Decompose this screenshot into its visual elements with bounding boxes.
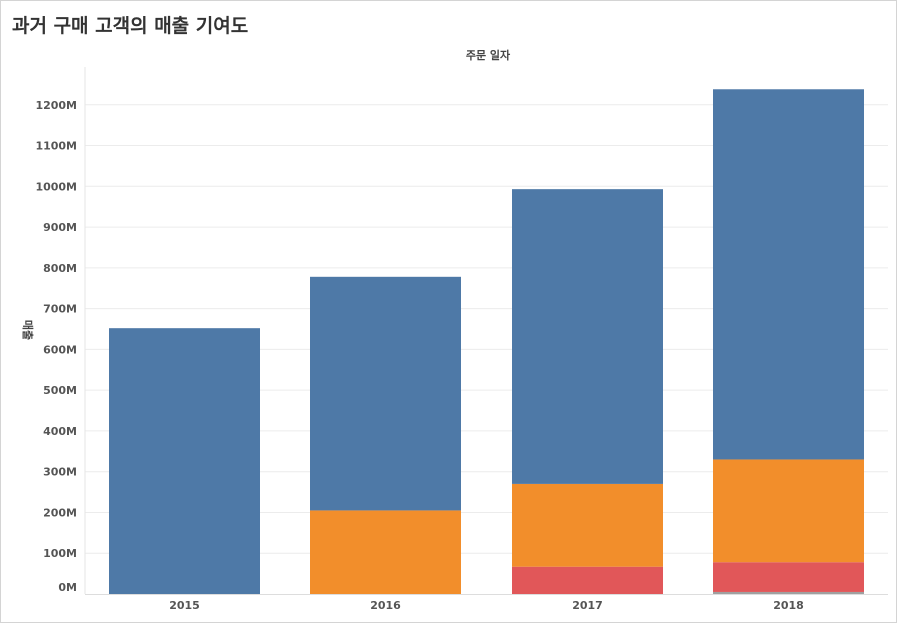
y-tick-label: 1200M (35, 99, 77, 112)
y-tick-label: 1000M (35, 180, 77, 193)
x-tick-label: 2016 (370, 599, 401, 612)
x-tick-label: 2017 (572, 599, 603, 612)
y-tick-label: 0M (58, 581, 77, 594)
x-tick-label: 2018 (773, 599, 804, 612)
bars (109, 89, 864, 594)
column-header: 주문 일자 (466, 48, 511, 62)
bar-segment-2018-series-1[interactable] (713, 89, 864, 460)
bar-segment-2017-series-1[interactable] (512, 189, 663, 484)
bar-segment-2016-series-1[interactable] (310, 276, 461, 511)
bar-segment-2018-series-4[interactable] (713, 591, 864, 594)
y-tick-label: 700M (43, 303, 77, 316)
y-tick-label: 500M (43, 384, 77, 397)
y-axis-label: 매출 (21, 320, 35, 340)
y-axis-ticks: 0M 100M 200M 300M 400M 500M 600M 700M 800M 900M 10… (35, 99, 77, 594)
x-tick-label: 2015 (169, 599, 200, 612)
y-tick-label: 1100M (35, 140, 77, 153)
y-tick-label: 600M (43, 343, 77, 356)
y-tick-label: 100M (43, 547, 77, 560)
bar-segment-2017-series-2[interactable] (512, 483, 663, 567)
x-axis-ticks: 2015 2016 2017 2018 (169, 599, 804, 612)
y-tick-label: 300M (43, 466, 77, 479)
y-tick-label: 800M (43, 262, 77, 275)
y-tick-label: 200M (43, 506, 77, 519)
bar-segment-2015-series-1[interactable] (109, 328, 260, 594)
y-tick-label: 900M (43, 221, 77, 234)
chart-title: 과거 구매 고객의 매출 기여도 (12, 15, 249, 37)
bar-segment-2018-series-3[interactable] (713, 562, 864, 592)
bar-segment-2017-series-3[interactable] (512, 566, 663, 594)
y-tick-label: 400M (43, 425, 77, 438)
bar-segment-2018-series-2[interactable] (713, 459, 864, 563)
bar-segment-2016-series-2[interactable] (310, 510, 461, 594)
